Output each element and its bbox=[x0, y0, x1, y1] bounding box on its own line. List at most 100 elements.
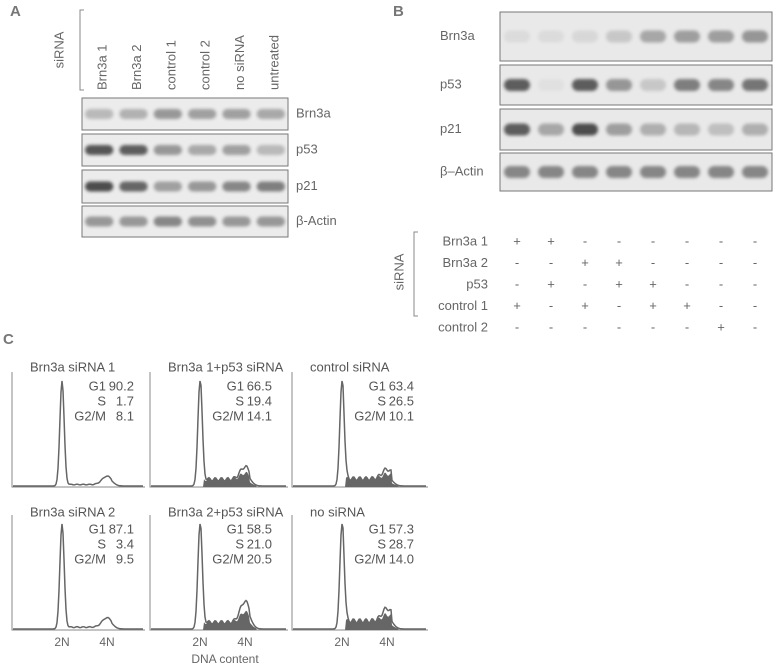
phase-label: G2/M bbox=[74, 408, 106, 423]
sign: - bbox=[617, 319, 621, 334]
band bbox=[153, 181, 182, 192]
band bbox=[742, 166, 768, 178]
histogram-fill bbox=[345, 472, 399, 487]
phase-value: 57.3 bbox=[389, 521, 414, 536]
band bbox=[708, 166, 734, 178]
phase-label: S bbox=[235, 536, 244, 551]
histogram bbox=[151, 523, 286, 630]
phase-label: S bbox=[377, 536, 386, 551]
sign: + bbox=[615, 255, 623, 270]
band bbox=[640, 30, 666, 43]
row-label: Brn3a 2 bbox=[442, 255, 488, 270]
row-label: p53 bbox=[466, 276, 488, 291]
blot bbox=[81, 169, 289, 204]
row-label: control 2 bbox=[438, 319, 488, 334]
phase-value: 87.1 bbox=[109, 521, 134, 536]
band bbox=[708, 79, 734, 91]
histogram-fill bbox=[203, 471, 257, 487]
x-tick-label: 2N bbox=[192, 635, 207, 649]
phase-value: 14.1 bbox=[247, 408, 272, 423]
sign: + bbox=[615, 276, 623, 291]
band bbox=[606, 166, 632, 178]
sign: - bbox=[651, 255, 655, 270]
band bbox=[674, 166, 700, 178]
phase-label: S bbox=[97, 536, 106, 551]
sign: - bbox=[685, 233, 689, 248]
phase-value: 19.4 bbox=[247, 393, 272, 408]
band bbox=[538, 79, 564, 91]
phase-value: 21.0 bbox=[247, 536, 272, 551]
phase-label: G2/M bbox=[354, 408, 386, 423]
phase-value: 20.5 bbox=[247, 551, 272, 566]
band bbox=[119, 109, 148, 119]
blot-label: p21 bbox=[296, 178, 318, 193]
x-tick-label: 2N bbox=[334, 635, 349, 649]
histogram-title: no siRNA bbox=[310, 504, 365, 519]
sign: - bbox=[515, 255, 519, 270]
band bbox=[188, 145, 217, 155]
phase-value: 63.4 bbox=[389, 378, 414, 393]
band bbox=[606, 30, 632, 43]
sign: - bbox=[685, 276, 689, 291]
band bbox=[742, 123, 768, 136]
blot-label: p53 bbox=[440, 76, 462, 91]
band bbox=[222, 216, 251, 227]
sign: - bbox=[719, 255, 723, 270]
blot-label: β-Actin bbox=[296, 213, 337, 228]
band bbox=[188, 181, 217, 192]
band bbox=[674, 123, 700, 136]
sign: + bbox=[649, 298, 657, 313]
band bbox=[504, 166, 530, 178]
band bbox=[256, 181, 285, 192]
band bbox=[538, 123, 564, 136]
histogram bbox=[151, 380, 286, 487]
axis bbox=[11, 372, 145, 488]
band bbox=[538, 166, 564, 178]
band bbox=[708, 30, 734, 43]
sign: + bbox=[547, 276, 555, 291]
band bbox=[504, 30, 530, 43]
phase-label: G1 bbox=[89, 378, 106, 393]
blot-label: Brn3a bbox=[296, 105, 331, 120]
phase-label: G2/M bbox=[212, 551, 244, 566]
histogram-title: Brn3a 1+p53 siRNA bbox=[168, 359, 284, 374]
phase-value: 10.1 bbox=[389, 408, 414, 423]
band bbox=[188, 216, 217, 227]
band bbox=[640, 166, 666, 178]
blot-label: β–Actin bbox=[440, 163, 484, 178]
band bbox=[222, 109, 251, 119]
lane-label: Brn3a 1 bbox=[95, 44, 110, 90]
lane-label: no siRNA bbox=[232, 35, 247, 90]
sign: - bbox=[617, 233, 621, 248]
x-tick-label: 4N bbox=[99, 635, 114, 649]
panel-label: B bbox=[393, 3, 404, 20]
band bbox=[708, 123, 734, 136]
band bbox=[85, 145, 114, 155]
band bbox=[572, 79, 598, 91]
sign: - bbox=[549, 319, 553, 334]
sign: - bbox=[583, 276, 587, 291]
x-tick-label: 4N bbox=[237, 635, 252, 649]
band bbox=[222, 145, 251, 155]
band bbox=[188, 109, 217, 119]
band bbox=[606, 123, 632, 136]
sign: + bbox=[581, 298, 589, 313]
band bbox=[674, 79, 700, 91]
group-label: siRNA bbox=[51, 31, 66, 68]
lane-label: control 2 bbox=[198, 40, 213, 90]
phase-value: 58.5 bbox=[247, 521, 272, 536]
band bbox=[119, 181, 148, 192]
sign: - bbox=[719, 233, 723, 248]
band bbox=[256, 216, 285, 227]
sign: + bbox=[513, 233, 521, 248]
panel-label: C bbox=[3, 331, 14, 348]
row-label: control 1 bbox=[438, 298, 488, 313]
band bbox=[742, 79, 768, 91]
band bbox=[85, 181, 114, 192]
band bbox=[572, 123, 598, 136]
band bbox=[538, 30, 564, 43]
phase-value: 28.7 bbox=[389, 536, 414, 551]
phase-value: 26.5 bbox=[389, 393, 414, 408]
sign: - bbox=[719, 298, 723, 313]
